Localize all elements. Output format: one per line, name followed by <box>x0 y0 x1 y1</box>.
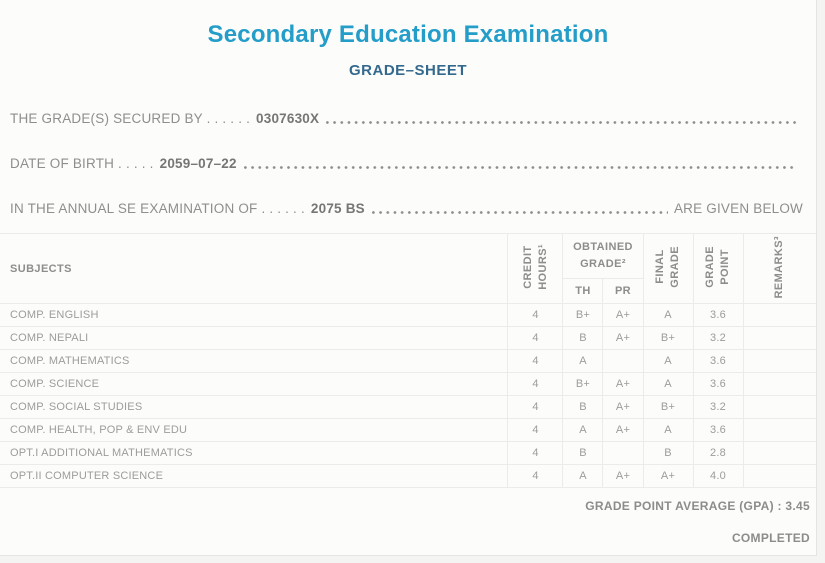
info-section: THE GRADE(S) SECURED BY . . . . . . 0307… <box>0 110 816 217</box>
grade-point-vertical-label: GRADE POINT <box>704 246 731 288</box>
column-header-subjects: SUBJECTS <box>0 233 509 304</box>
pr-grade-cell: A+ <box>602 395 644 419</box>
grade-point-cell: 3.6 <box>692 372 744 396</box>
final-grade-cell: B+ <box>642 395 694 419</box>
column-header-pr: PR <box>602 278 644 304</box>
column-header-th: TH <box>562 278 604 304</box>
remarks-cell <box>742 418 816 442</box>
th-grade-cell: B <box>562 326 604 350</box>
dotted-leader <box>326 121 797 124</box>
final-grade-cell: A <box>642 303 694 327</box>
table-row: COMP. ENGLISH 4 B+ A+ A 3.6 <box>0 303 816 327</box>
column-header-obtained-grade: OBTAINED GRADE² <box>562 233 644 279</box>
page-subtitle: GRADE–SHEET <box>348 62 468 79</box>
info-value-symbol-number: 0307630X <box>256 111 320 126</box>
status-completed: COMPLETED <box>731 531 810 545</box>
th-grade-cell: B <box>562 395 604 419</box>
table-row: OPT.II COMPUTER SCIENCE 4 A A+ A+ 4.0 <box>0 464 816 488</box>
dotted-leader <box>371 211 668 214</box>
pr-grade-cell: A+ <box>602 464 644 488</box>
table-row: COMP. MATHEMATICS 4 A A 3.6 <box>0 349 816 373</box>
remarks-vertical-label: REMARKS³ <box>773 235 786 299</box>
subject-cell: COMP. SCIENCE <box>0 372 509 396</box>
column-header-remarks: REMARKS³ <box>742 233 816 304</box>
info-line-examination-year: IN THE ANNUAL SE EXAMINATION OF . . . . … <box>10 200 803 217</box>
info-label-examination-year: IN THE ANNUAL SE EXAMINATION OF . . . . … <box>10 201 305 216</box>
grades-table: SUBJECTS CREDIT HOURS¹ OBTAINED GRADE² F… <box>0 233 816 488</box>
subject-cell: OPT.II COMPUTER SCIENCE <box>0 464 509 488</box>
credit-hours-cell: 4 <box>507 303 564 327</box>
pr-grade-cell <box>602 349 644 373</box>
th-grade-cell: B+ <box>562 303 604 327</box>
grade-point-cell: 3.2 <box>692 326 744 350</box>
subject-cell: COMP. ENGLISH <box>0 303 509 327</box>
table-row: COMP. SOCIAL STUDIES 4 B A+ B+ 3.2 <box>0 395 816 419</box>
credit-hours-cell: 4 <box>507 326 564 350</box>
table-row: COMP. NEPALI 4 B A+ B+ 3.2 <box>0 326 816 350</box>
column-header-grade-point: GRADE POINT <box>692 233 744 304</box>
credit-hours-cell: 4 <box>507 441 564 465</box>
th-grade-cell: B+ <box>562 372 604 396</box>
remarks-cell <box>742 441 816 465</box>
info-value-date-of-birth: 2059–07–22 <box>159 156 237 171</box>
subject-cell: COMP. SOCIAL STUDIES <box>0 395 509 419</box>
grade-point-cell: 3.2 <box>692 395 744 419</box>
subject-cell: COMP. HEALTH, POP & ENV EDU <box>0 418 509 442</box>
final-grade-cell: B <box>642 441 694 465</box>
info-line-date-of-birth: DATE OF BIRTH . . . . . 2059–07–22 <box>10 155 803 172</box>
pr-grade-cell: A+ <box>602 326 644 350</box>
remarks-cell <box>742 395 816 419</box>
dotted-leader <box>243 166 797 169</box>
column-header-final-grade: FINAL GRADE <box>642 233 694 304</box>
info-value-examination-year: 2075 BS <box>310 201 365 216</box>
th-grade-cell: B <box>562 441 604 465</box>
credit-hours-cell: 4 <box>507 372 564 396</box>
remarks-cell <box>742 372 816 396</box>
final-grade-cell: A <box>642 372 694 396</box>
grades-table-header: SUBJECTS CREDIT HOURS¹ OBTAINED GRADE² F… <box>0 233 816 304</box>
grade-sheet-panel: Secondary Education Examination GRADE–SH… <box>0 0 817 556</box>
table-row: OPT.I ADDITIONAL MATHEMATICS 4 B B 2.8 <box>0 441 816 465</box>
info-suffix-are-given-below: ARE GIVEN BELOW <box>673 201 803 216</box>
page-title: Secondary Education Examination <box>207 21 609 48</box>
th-grade-cell: A <box>562 464 604 488</box>
credit-hours-vertical-label: CREDIT HOURS¹ <box>521 244 549 290</box>
th-grade-cell: A <box>562 349 604 373</box>
pr-grade-cell <box>602 441 644 465</box>
subject-cell: COMP. MATHEMATICS <box>0 349 509 373</box>
pr-grade-cell: A+ <box>602 418 644 442</box>
table-row: COMP. SCIENCE 4 B+ A+ A 3.6 <box>0 372 816 396</box>
remarks-cell <box>742 464 816 488</box>
remarks-cell <box>742 349 816 373</box>
grade-point-cell: 2.8 <box>692 441 744 465</box>
grade-point-cell: 3.6 <box>692 349 744 373</box>
grade-point-cell: 3.6 <box>692 418 744 442</box>
subject-cell: COMP. NEPALI <box>0 326 509 350</box>
table-row: COMP. HEALTH, POP & ENV EDU 4 A A+ A 3.6 <box>0 418 816 442</box>
column-header-credit-hours: CREDIT HOURS¹ <box>507 233 564 304</box>
th-grade-cell: A <box>562 418 604 442</box>
pr-grade-cell: A+ <box>602 303 644 327</box>
final-grade-cell: B+ <box>642 326 694 350</box>
credit-hours-cell: 4 <box>507 464 564 488</box>
grade-point-cell: 4.0 <box>692 464 744 488</box>
final-grade-cell: A <box>642 349 694 373</box>
final-grade-cell: A+ <box>642 464 694 488</box>
info-label-date-of-birth: DATE OF BIRTH . . . . . <box>10 156 154 171</box>
final-grade-vertical-label: FINAL GRADE <box>654 246 681 288</box>
gpa-summary: GRADE POINT AVERAGE (GPA) : 3.45 <box>585 499 810 513</box>
pr-grade-cell: A+ <box>602 372 644 396</box>
grade-point-cell: 3.6 <box>692 303 744 327</box>
remarks-cell <box>742 303 816 327</box>
remarks-cell <box>742 326 816 350</box>
credit-hours-cell: 4 <box>507 418 564 442</box>
subject-cell: OPT.I ADDITIONAL MATHEMATICS <box>0 441 509 465</box>
info-line-secured-by: THE GRADE(S) SECURED BY . . . . . . 0307… <box>10 110 803 127</box>
info-label-secured-by: THE GRADE(S) SECURED BY . . . . . . <box>10 111 251 126</box>
final-grade-cell: A <box>642 418 694 442</box>
grades-table-body: COMP. ENGLISH 4 B+ A+ A 3.6 COMP. NEPALI… <box>0 303 816 488</box>
credit-hours-cell: 4 <box>507 349 564 373</box>
credit-hours-cell: 4 <box>507 395 564 419</box>
